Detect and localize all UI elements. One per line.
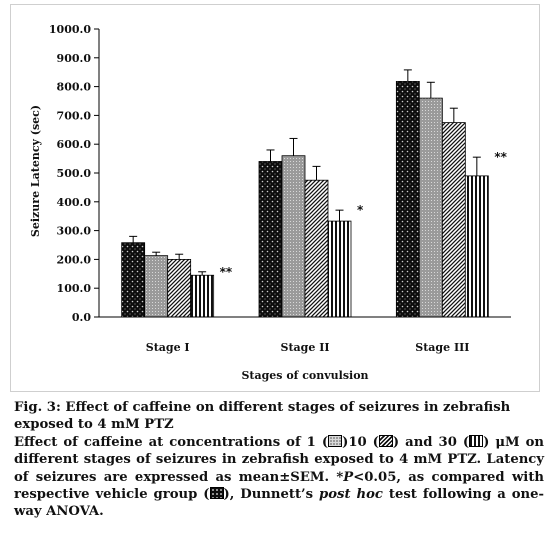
significance-marks: ***** [220,150,508,279]
caption-text-6: ), Dunnett’s [223,487,320,503]
caption-title: Fig. 3: Effect of caffeine on different … [14,400,511,433]
bar-stage-i-series-4 [190,274,215,318]
bar-stage-i-series-3 [167,258,192,318]
y-tick-label: 300.0 [57,225,92,238]
x-axis-title: Stages of convulsion [241,369,368,382]
y-tick-label: 100.0 [57,282,92,295]
y-tick-label: 900.0 [57,52,92,65]
bar-stage-i-series-1 [121,242,146,318]
bar-stage-ii-series-4 [327,220,352,318]
bars [121,81,489,318]
y-tick-label: 1000.0 [49,23,91,36]
y-tick-label: 400.0 [57,196,92,209]
category-labels: Stage I Stage II Stage III [146,341,470,354]
y-tick-label: 600.0 [57,138,92,151]
bar-chart: 0.0 100.0 200.0 300.0 400.0 500.0 600.0 700.0 80… [29,23,511,382]
y-tick-label: 200.0 [57,253,92,266]
caption-text-7: test following a one-way ANOVA. [14,487,544,520]
caption-text-3: ) and 30 ( [392,434,470,450]
caption-text-5: <0.05, as compared with respective vehic… [14,469,544,503]
caption-body: Effect of caffeine at concentrations of … [14,434,544,521]
legend-swatch-vehicle [209,487,224,500]
category-label: Stage II [281,341,330,354]
y-tick-label: 800.0 [57,81,92,94]
caption-text-1: Effect of caffeine at concentrations of … [14,434,329,450]
caption-p-symbol: P [343,469,354,485]
y-axis-ticks: 0.0 100.0 200.0 300.0 400.0 500.0 600.0 700.0 80… [49,23,99,324]
legend-swatch-30uM [469,434,484,447]
figure-caption: Fig. 3: Effect of caffeine on different … [14,399,544,521]
y-tick-label: 500.0 [57,167,92,180]
caption-text-4: ) μM on different stages of seizures in … [14,434,544,485]
bar-stage-iii-series-3 [441,122,466,318]
category-label: Stage III [415,341,469,354]
bar-stage-i-series-2 [144,255,169,318]
bar-stage-iii-series-2 [418,97,443,318]
y-tick-label: 700.0 [57,109,92,122]
significance-marker: * [357,203,364,217]
bar-stage-ii-series-3 [304,179,329,318]
y-tick-label: 0.0 [72,311,91,324]
caption-post-hoc: post hoc [319,487,383,503]
legend-swatch-1uM [328,434,343,447]
category-label: Stage I [146,341,190,354]
error-bars [129,69,481,276]
bar-stage-iii-series-1 [395,81,420,318]
y-axis-title: Seizure Latency (sec) [29,105,42,237]
caption-text-2: )10 ( [342,434,379,450]
significance-marker: ** [494,150,507,164]
bar-stage-ii-series-1 [258,161,283,318]
legend-swatch-10uM [378,434,393,447]
chart-frame: 0.0 100.0 200.0 300.0 400.0 500.0 600.0 700.0 80… [10,4,540,392]
bar-stage-ii-series-2 [281,155,306,318]
significance-marker: ** [220,265,233,279]
bar-stage-iii-series-4 [464,175,489,318]
